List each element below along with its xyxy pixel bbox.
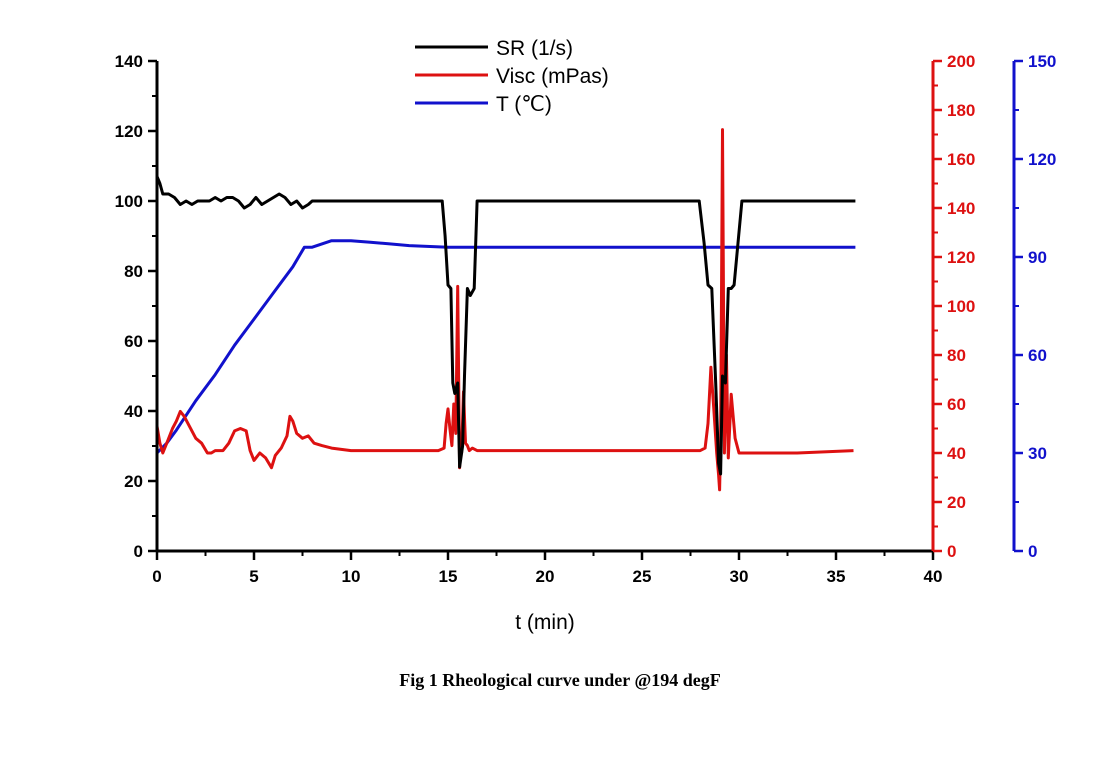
y-tick-label-right1: 160 xyxy=(947,150,975,169)
legend-label-1: Visc (mPas) xyxy=(496,65,609,88)
y-tick-label-right1: 140 xyxy=(947,199,975,218)
figure-caption: Fig 1 Rheological curve under @194 degF xyxy=(399,670,721,690)
y-tick-label-right1: 40 xyxy=(947,444,966,463)
y-tick-label-right1: 120 xyxy=(947,248,975,267)
y-tick-label-left: 140 xyxy=(115,52,143,71)
legend-label-2: T (℃) xyxy=(496,93,552,116)
x-tick-label: 20 xyxy=(536,567,555,586)
legend-label-0: SR (1/s) xyxy=(496,37,573,60)
y-tick-label-right2: 90 xyxy=(1028,248,1047,267)
legend: SR (1/s) Visc (mPas) T (℃) xyxy=(415,37,609,116)
y-tick-label-right1: 0 xyxy=(947,542,956,561)
y-tick-label-right2: 60 xyxy=(1028,346,1047,365)
x-tick-label: 35 xyxy=(827,567,846,586)
x-tick-label: 15 xyxy=(439,567,458,586)
y-tick-label-right1: 200 xyxy=(947,52,975,71)
y-tick-label-right1: 80 xyxy=(947,346,966,365)
rheology-chart: 0 5 10 15 20 25 30 35 40020406080100120140020406… xyxy=(115,37,1057,634)
y-tick-label-left: 20 xyxy=(124,472,143,491)
x-tick-label: 0 xyxy=(152,567,161,586)
y-tick-label-left: 120 xyxy=(115,122,143,141)
y-tick-label-right1: 60 xyxy=(947,395,966,414)
axes: 0 5 10 15 20 25 30 35 40020406080100120140020406… xyxy=(115,52,1057,586)
y-tick-label-left: 100 xyxy=(115,192,143,211)
y-tick-label-right2: 150 xyxy=(1028,52,1056,71)
x-tick-label: 30 xyxy=(730,567,749,586)
x-tick-label: 10 xyxy=(342,567,361,586)
y-tick-label-left: 60 xyxy=(124,332,143,351)
plot-lines xyxy=(155,128,856,492)
y-tick-label-left: 40 xyxy=(124,402,143,421)
x-axis-title: t (min) xyxy=(515,611,575,634)
y-tick-label-right2: 0 xyxy=(1028,542,1037,561)
y-tick-label-left: 80 xyxy=(124,262,143,281)
x-tick-label: 25 xyxy=(633,567,652,586)
y-tick-label-right2: 30 xyxy=(1028,444,1047,463)
y-tick-label-right1: 20 xyxy=(947,493,966,512)
series-line-2 xyxy=(155,239,856,455)
series-line-0 xyxy=(155,175,856,476)
x-tick-label: 40 xyxy=(924,567,943,586)
y-tick-label-right2: 120 xyxy=(1028,150,1056,169)
series-line-1 xyxy=(155,128,854,492)
y-tick-label-right1: 180 xyxy=(947,101,975,120)
y-tick-label-left: 0 xyxy=(134,542,143,561)
x-tick-label: 5 xyxy=(249,567,258,586)
y-tick-label-right1: 100 xyxy=(947,297,975,316)
